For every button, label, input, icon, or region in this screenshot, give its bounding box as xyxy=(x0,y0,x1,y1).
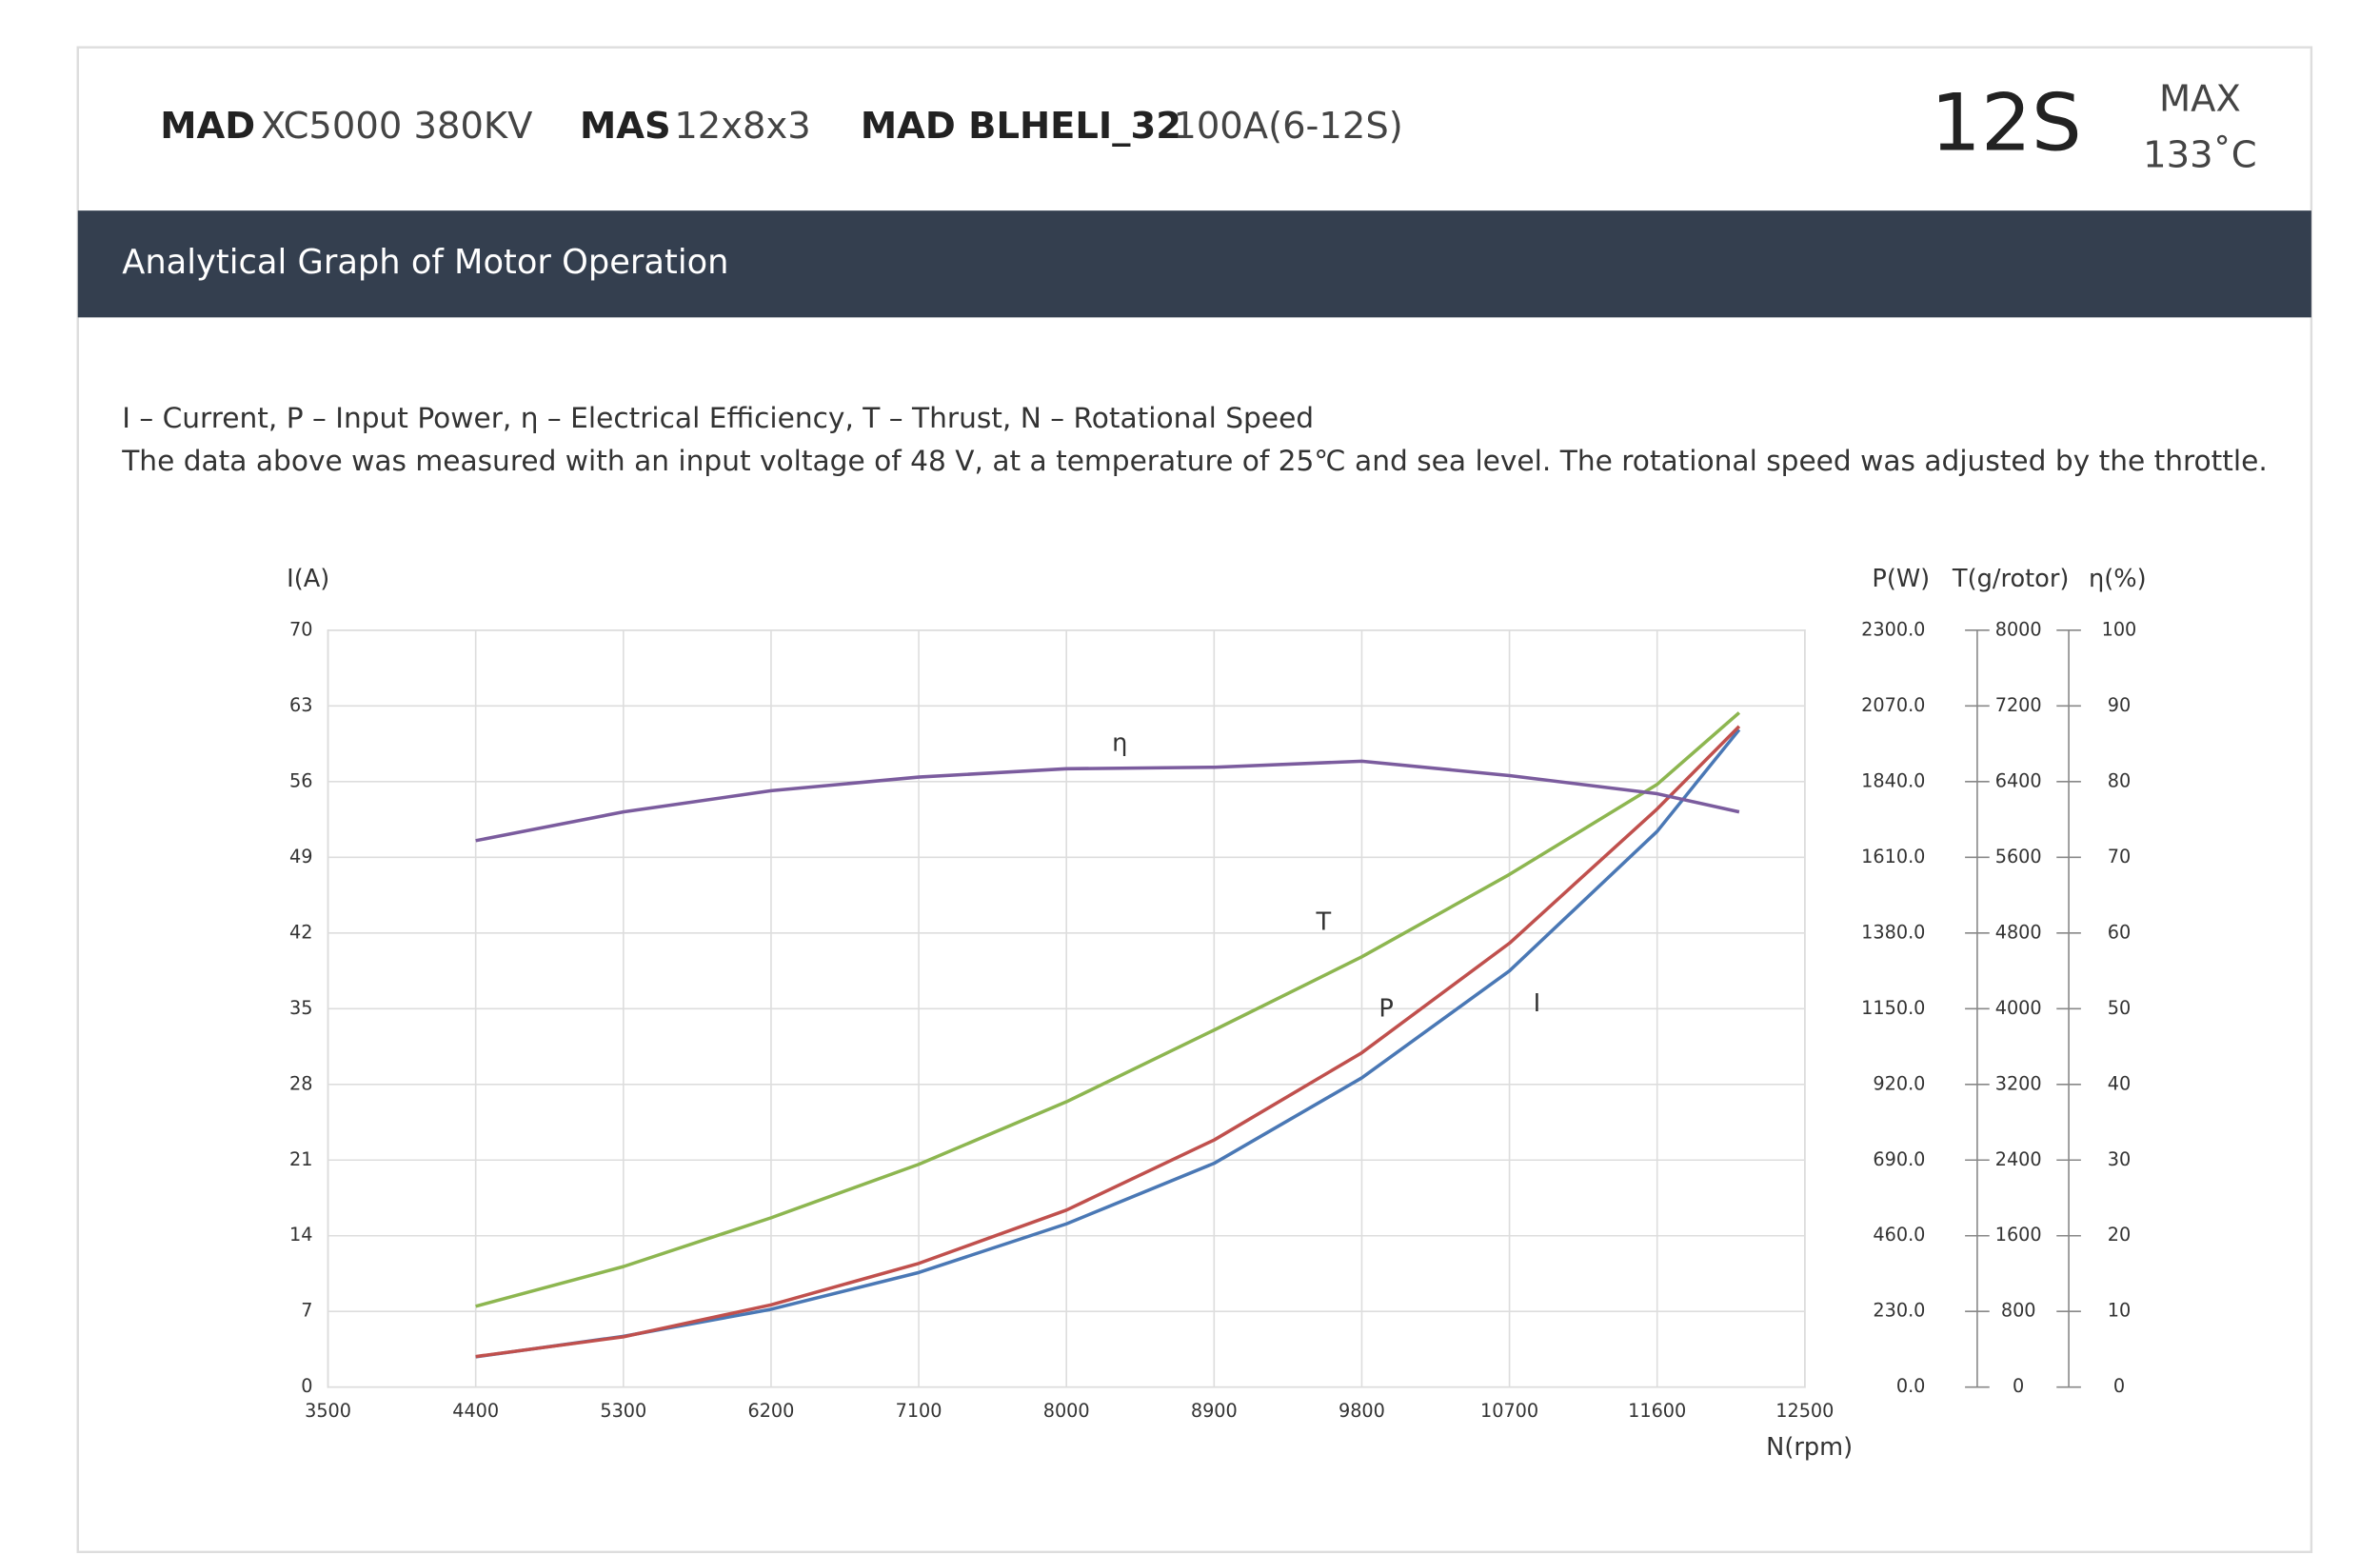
y-tick-label: 1840.0 xyxy=(1861,769,1925,791)
y-tick-label: 920.0 xyxy=(1873,1072,1925,1094)
x-tick-label: 3500 xyxy=(305,1400,351,1422)
axis-title: T(g/rotor) xyxy=(1952,565,2069,593)
series-line xyxy=(475,711,1741,1308)
y-tick-label: 80 xyxy=(2108,769,2131,791)
axis-title: I(A) xyxy=(287,565,329,593)
x-tick-label: 4400 xyxy=(452,1400,499,1422)
cells: 12S xyxy=(1931,77,2082,169)
x-tick-label: 8900 xyxy=(1191,1400,1238,1422)
y-tick-label: 690.0 xyxy=(1873,1148,1925,1170)
y-tick-label: 0 xyxy=(301,1375,312,1397)
y-tick-label: 28 xyxy=(289,1072,312,1094)
y-tick-label: 3200 xyxy=(1995,1072,2042,1094)
series-label: I xyxy=(1534,989,1541,1018)
y-tick-label: 90 xyxy=(2108,694,2131,716)
esc-brand: MAD BLHELI_32 xyxy=(861,105,1181,148)
y-tick-label: 0 xyxy=(2113,1375,2125,1397)
x-tick-label: 6200 xyxy=(747,1400,794,1422)
y-tick-label: 0.0 xyxy=(1896,1375,1926,1397)
y-tick-label: 100 xyxy=(2102,618,2137,640)
legend-description: I – Current, P – Input Power, η – Electr… xyxy=(122,401,1314,434)
y-tick-label: 10 xyxy=(2108,1300,2131,1322)
section-title: Analytical Graph of Motor Operation xyxy=(122,243,728,282)
y-tick-label: 60 xyxy=(2108,921,2131,943)
y-tick-label: 1380.0 xyxy=(1861,921,1925,943)
y-tick-label: 42 xyxy=(289,921,312,943)
y-tick-label: 2400 xyxy=(1995,1148,2042,1170)
x-tick-label: 12500 xyxy=(1775,1400,1834,1422)
y-tick-label: 20 xyxy=(2108,1224,2131,1246)
y-tick-label: 70 xyxy=(2108,846,2131,867)
y-tick-label: 30 xyxy=(2108,1148,2131,1170)
max-label: MAX xyxy=(2159,77,2241,120)
y-tick-label: 2300.0 xyxy=(1861,618,1925,640)
section-bar xyxy=(77,210,2311,318)
y-tick-label: 230.0 xyxy=(1873,1300,1925,1322)
series-line xyxy=(475,728,1741,1359)
series-label: P xyxy=(1378,995,1393,1024)
series-line xyxy=(475,759,1740,843)
x-tick-label: 7100 xyxy=(896,1400,942,1422)
y-tick-label: 35 xyxy=(289,997,312,1019)
series-label: T xyxy=(1316,908,1332,937)
y-tick-label: 63 xyxy=(289,694,312,716)
y-tick-label: 70 xyxy=(289,618,312,640)
esc-model: 100A(6-12S) xyxy=(1173,105,1402,148)
motor-model: XC5000 380KV xyxy=(261,105,532,148)
y-tick-label: 49 xyxy=(289,846,312,867)
y-tick-label: 1600 xyxy=(1995,1224,2042,1246)
y-tick-label: 0 xyxy=(2013,1375,2024,1397)
x-tick-label: 5300 xyxy=(600,1400,646,1422)
y-tick-label: 5600 xyxy=(1995,846,2042,867)
y-tick-label: 6400 xyxy=(1995,769,2042,791)
x-axis-title: N(rpm) xyxy=(1766,1433,1853,1462)
x-tick-label: 11600 xyxy=(1628,1400,1686,1422)
x-tick-label: 10700 xyxy=(1480,1400,1538,1422)
y-tick-label: 40 xyxy=(2108,1072,2131,1094)
max-temp: 133˚C xyxy=(2143,134,2256,177)
prop-brand: MAS xyxy=(580,105,671,148)
y-tick-label: 800 xyxy=(2001,1300,2036,1322)
y-tick-label: 21 xyxy=(289,1148,312,1170)
y-tick-label: 460.0 xyxy=(1873,1224,1925,1246)
y-tick-label: 4800 xyxy=(1995,921,2042,943)
y-tick-label: 1150.0 xyxy=(1861,997,1925,1019)
measurement-note: The data above was measured with an inpu… xyxy=(121,444,2268,477)
y-tick-label: 56 xyxy=(289,769,312,791)
axis-title: η(%) xyxy=(2089,565,2147,593)
y-tick-label: 14 xyxy=(289,1224,312,1246)
x-tick-label: 9800 xyxy=(1339,1400,1385,1422)
y-tick-label: 4000 xyxy=(1995,997,2042,1019)
series-label: η xyxy=(1112,729,1127,758)
y-tick-label: 1610.0 xyxy=(1861,846,1925,867)
x-tick-label: 8000 xyxy=(1043,1400,1090,1422)
y-tick-label: 50 xyxy=(2108,997,2131,1019)
series-line xyxy=(475,725,1741,1359)
y-tick-label: 7 xyxy=(301,1300,312,1322)
y-tick-label: 8000 xyxy=(1995,618,2042,640)
prop-model: 12x8x3 xyxy=(674,105,810,148)
axis-title: P(W) xyxy=(1872,565,1930,593)
y-tick-label: 7200 xyxy=(1995,694,2042,716)
motor-brand: MAD xyxy=(160,105,255,148)
y-tick-label: 2070.0 xyxy=(1861,694,1925,716)
